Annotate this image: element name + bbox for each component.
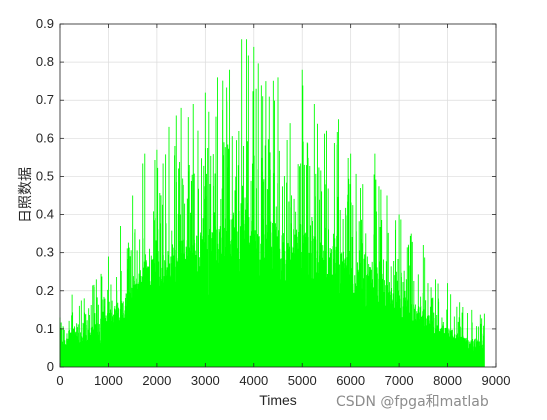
y-tick-label: 0 — [47, 359, 54, 374]
y-tick-label: 0.7 — [36, 92, 54, 107]
y-tick-label: 0.2 — [36, 283, 54, 298]
tick-labels: 0 1000 2000 3000 4000 5000 6000 7000 8000 9000 0 0.… — [36, 16, 511, 388]
x-tick-label: 4000 — [239, 373, 268, 388]
y-axis-label: 日照数据 — [18, 167, 34, 223]
x-tick-label: 3000 — [191, 373, 220, 388]
y-tick-label: 0.3 — [36, 245, 54, 260]
watermark: CSDN @fpga和matlab — [336, 394, 489, 410]
y-tick-label: 0.8 — [36, 54, 54, 69]
x-tick-label: 0 — [56, 373, 63, 388]
y-tick-label: 0.6 — [36, 130, 54, 145]
y-tick-label: 0.4 — [36, 207, 54, 222]
x-tick-label: 9000 — [482, 373, 511, 388]
x-axis-label: Times — [259, 392, 297, 408]
series-base-fill — [60, 301, 485, 367]
y-tick-label: 0.9 — [36, 16, 54, 31]
ticks — [59, 23, 497, 368]
x-tick-label: 5000 — [288, 373, 317, 388]
plot-frame — [59, 23, 497, 368]
x-tick-label: 8000 — [433, 373, 462, 388]
x-tick-label: 7000 — [385, 373, 414, 388]
x-tick-label: 2000 — [142, 373, 171, 388]
x-tick-label: 1000 — [94, 373, 123, 388]
y-tick-label: 0.1 — [36, 321, 54, 336]
y-tick-label: 0.5 — [36, 168, 54, 183]
x-tick-label: 6000 — [336, 373, 365, 388]
